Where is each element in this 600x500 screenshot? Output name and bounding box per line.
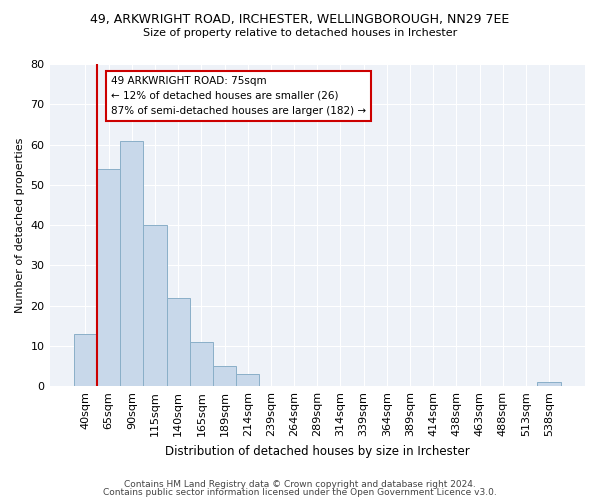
Text: Size of property relative to detached houses in Irchester: Size of property relative to detached ho… bbox=[143, 28, 457, 38]
Bar bbox=[143, 225, 167, 386]
Text: Contains public sector information licensed under the Open Government Licence v3: Contains public sector information licen… bbox=[103, 488, 497, 497]
Text: 49 ARKWRIGHT ROAD: 75sqm
← 12% of detached houses are smaller (26)
87% of semi-d: 49 ARKWRIGHT ROAD: 75sqm ← 12% of detach… bbox=[111, 76, 366, 116]
Bar bbox=[167, 298, 190, 386]
Bar bbox=[538, 382, 560, 386]
Bar bbox=[120, 140, 143, 386]
Text: 49, ARKWRIGHT ROAD, IRCHESTER, WELLINGBOROUGH, NN29 7EE: 49, ARKWRIGHT ROAD, IRCHESTER, WELLINGBO… bbox=[91, 12, 509, 26]
Text: Contains HM Land Registry data © Crown copyright and database right 2024.: Contains HM Land Registry data © Crown c… bbox=[124, 480, 476, 489]
Bar bbox=[236, 374, 259, 386]
Bar bbox=[190, 342, 213, 386]
Y-axis label: Number of detached properties: Number of detached properties bbox=[15, 138, 25, 313]
Bar bbox=[213, 366, 236, 386]
X-axis label: Distribution of detached houses by size in Irchester: Distribution of detached houses by size … bbox=[165, 444, 470, 458]
Bar bbox=[74, 334, 97, 386]
Bar bbox=[97, 168, 120, 386]
